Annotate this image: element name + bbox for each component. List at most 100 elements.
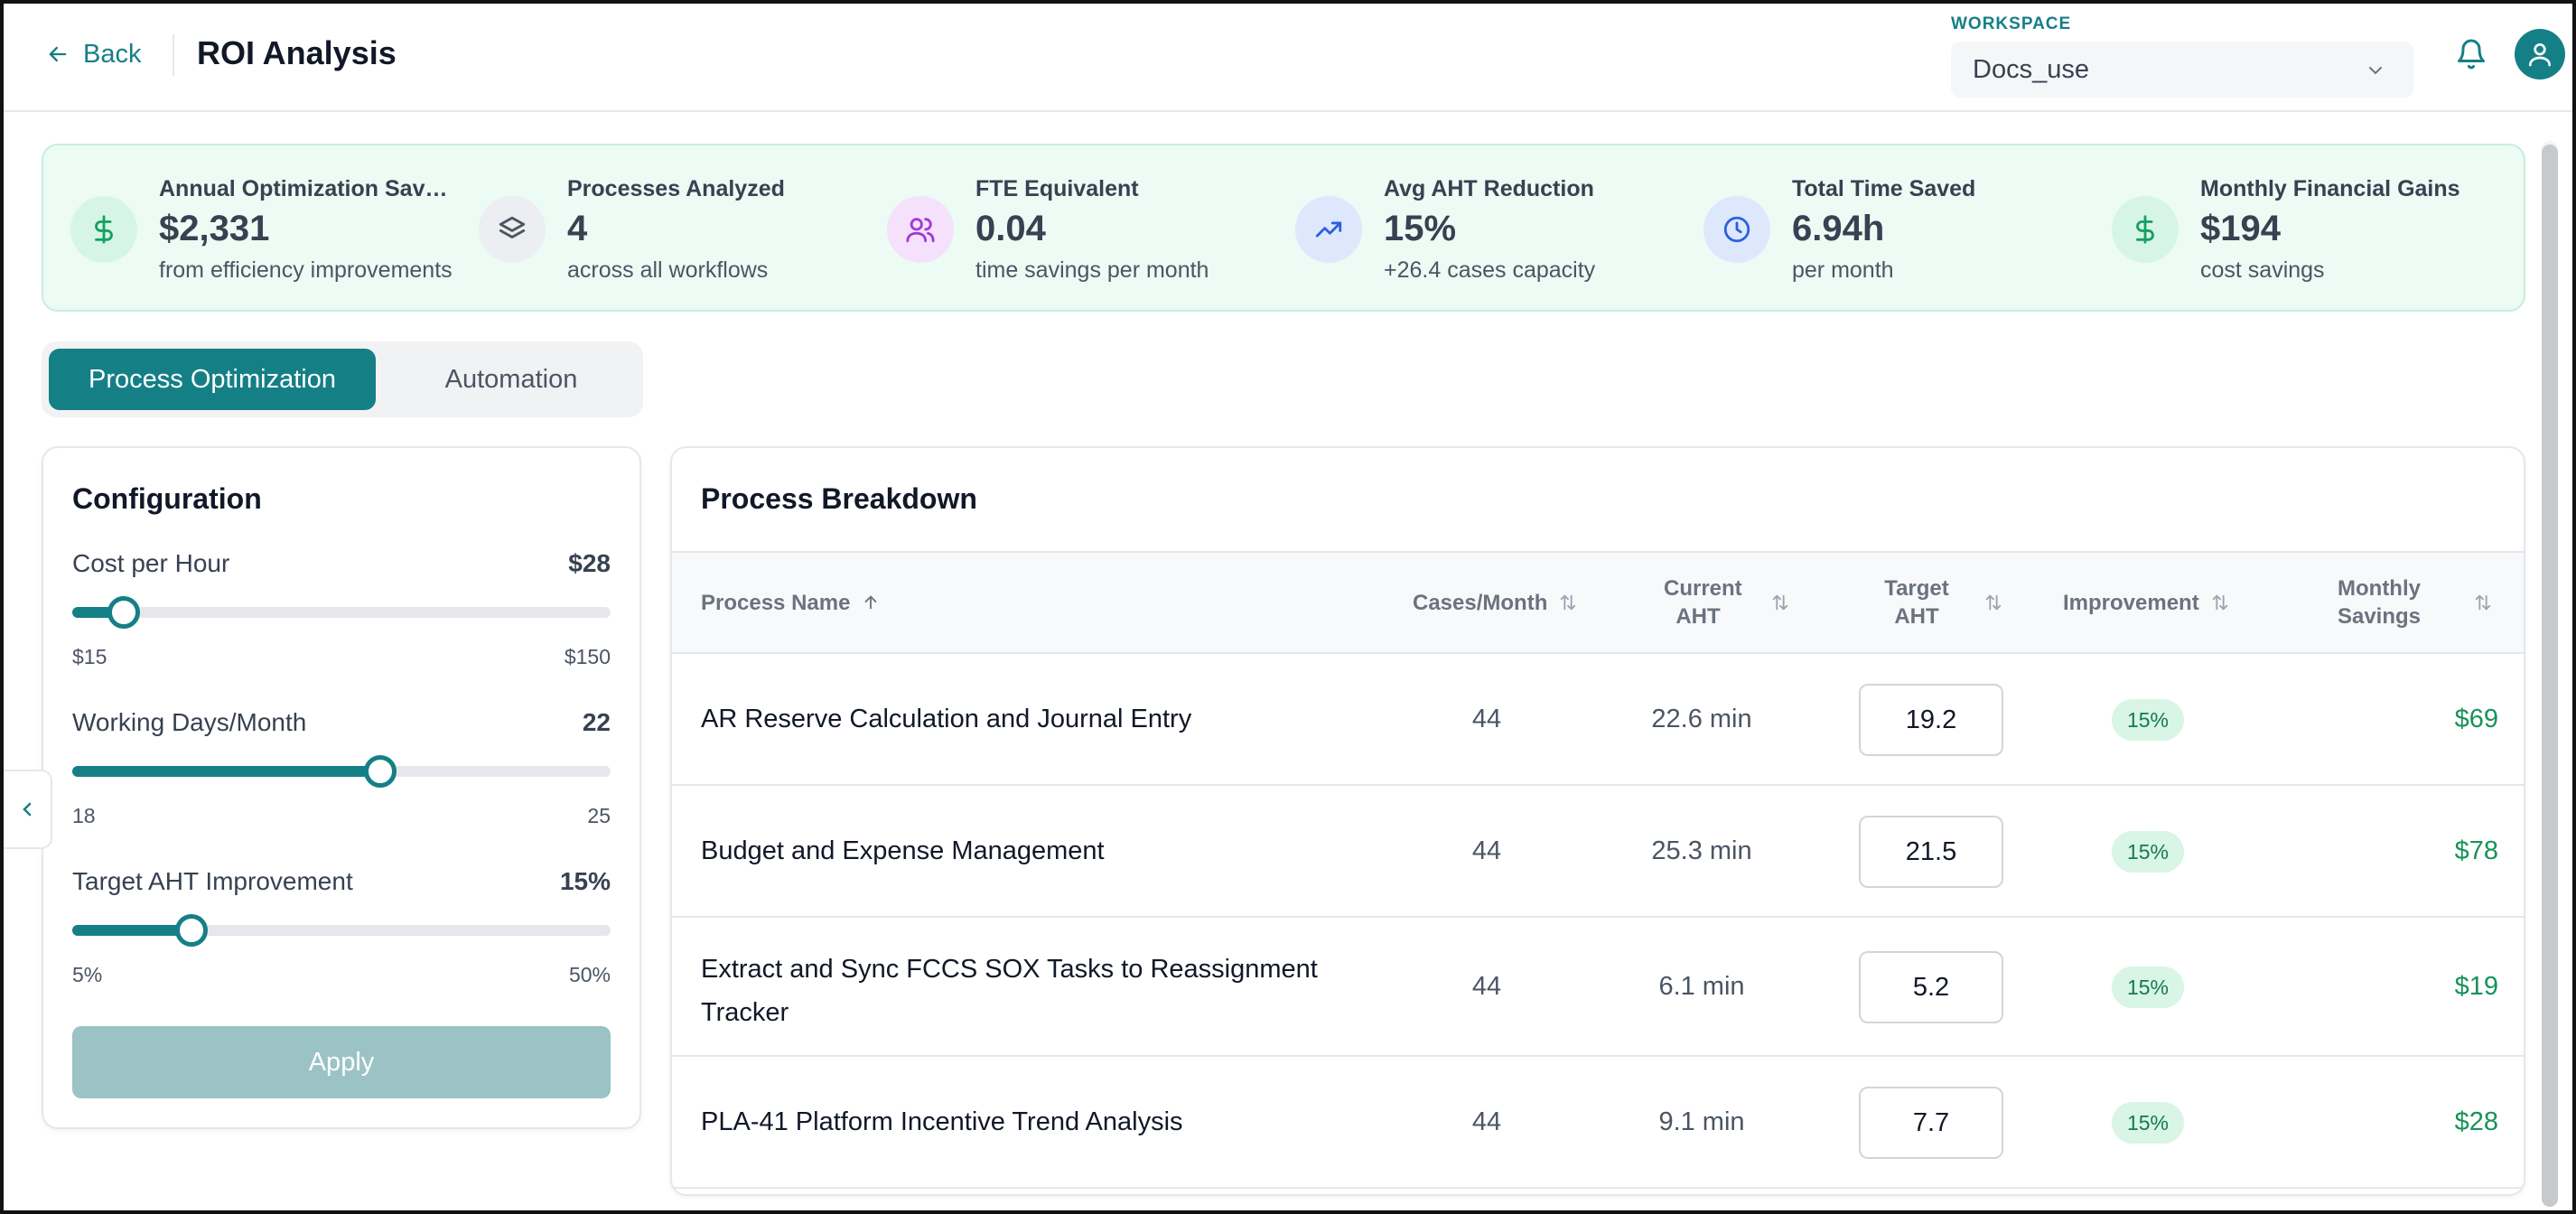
user-icon — [2529, 43, 2551, 67]
apply-button[interactable]: Apply — [72, 1026, 611, 1098]
breakdown-title: Process Breakdown — [701, 482, 977, 515]
column-improvement[interactable]: Improvement — [2063, 553, 2230, 652]
configuration-title: Configuration — [72, 482, 262, 515]
sort-icon — [1772, 594, 1788, 611]
cases-per-month: 44 — [1471, 836, 1502, 865]
tab-automation[interactable]: Automation — [444, 364, 578, 394]
workspace-label: WORKSPACE — [1951, 14, 2072, 33]
scrollbar-thumb[interactable] — [2542, 145, 2558, 1207]
slider-track[interactable] — [72, 596, 611, 629]
summary-value: 4 — [567, 209, 588, 248]
process-name: Budget and Expense Management — [701, 836, 1105, 865]
target-aht-input[interactable] — [1859, 684, 2003, 756]
table-row[interactable]: Budget and Expense Management 44 25.3 min 1… — [672, 786, 2524, 918]
slider-label: Cost per Hour — [72, 549, 230, 577]
workspace-select[interactable]: Docs_use — [1951, 42, 2413, 98]
improvement-badge: 15% — [2112, 699, 2184, 741]
avatar[interactable] — [2515, 29, 2565, 79]
current-aht: 9.1 min — [1658, 1107, 1745, 1136]
current-aht: 22.6 min — [1651, 705, 1752, 733]
improvement-badge: 15% — [2112, 967, 2184, 1008]
summary-label: Annual Optimization Savings — [159, 176, 448, 201]
slider-max-label: 25 — [587, 804, 611, 827]
trending-up-icon — [1315, 221, 1342, 238]
users-icon-badge — [887, 196, 954, 263]
mode-tabs: Process Optimization Automation — [42, 341, 643, 417]
slider-label: Working Days/Month — [72, 708, 307, 736]
current-aht: 25.3 min — [1651, 836, 1752, 865]
slider-value: $28 — [568, 549, 611, 577]
sort-ascending-icon — [865, 595, 877, 610]
table-row[interactable]: PLA-41 Platform Incentive Trend Analysis… — [672, 1057, 2524, 1189]
top-header: Back ROI Analysis WORKSPACE Docs_use — [4, 4, 2572, 112]
tab-process-optimization[interactable]: Process Optimization — [49, 349, 376, 410]
bell-icon[interactable] — [2455, 38, 2487, 70]
collapse-sidebar-button[interactable] — [4, 770, 52, 849]
users-icon — [906, 218, 935, 243]
summary-value: 6.94h — [1792, 209, 1885, 248]
clock-icon — [1723, 216, 1750, 243]
cases-per-month: 44 — [1471, 705, 1502, 733]
summary-subtext: cost savings — [2200, 257, 2325, 283]
process-name: Extract and Sync FCCS SOX Tasks to Reass… — [701, 955, 1318, 1027]
table-row[interactable]: Extract and Sync FCCS SOX Tasks to Reass… — [672, 918, 2524, 1057]
process-breakdown-panel: Process Breakdown Process Name Cases/Mon… — [670, 446, 2525, 1196]
summary-value: $194 — [2200, 209, 2281, 248]
summary-card: Avg AHT Reduction 15% +26.4 cases capacity — [1268, 145, 1666, 313]
slider-thumb[interactable] — [364, 755, 397, 788]
process-name: PLA-41 Platform Incentive Trend Analysis — [701, 1107, 1183, 1136]
summary-value: $2,331 — [159, 209, 270, 248]
slider-label: Target AHT Improvement — [72, 867, 353, 895]
column-current-aht[interactable]: Current AHT — [1664, 553, 1790, 652]
slider-value: 22 — [582, 708, 611, 736]
slider-max-label: $150 — [564, 645, 611, 668]
sort-icon — [1985, 594, 2002, 611]
dollar-icon — [95, 215, 113, 244]
slider-fill — [72, 766, 380, 777]
monthly-savings: $69 — [2454, 705, 2498, 733]
column-target-aht[interactable]: Target AHT — [1882, 553, 2003, 652]
summary-card: Monthly Financial Gains $194 cost savings — [2085, 145, 2482, 313]
summary-card: FTE Equivalent 0.04 time savings per month — [860, 145, 1257, 313]
chevron-down-icon — [2369, 67, 2382, 75]
back-label: Back — [83, 39, 142, 69]
cases-per-month: 44 — [1471, 1107, 1502, 1136]
summary-value: 0.04 — [975, 209, 1046, 248]
target-aht-input[interactable] — [1859, 1087, 2003, 1159]
sort-icon — [2475, 594, 2491, 611]
cases-per-month: 44 — [1471, 972, 1502, 1001]
back-button[interactable]: Back — [45, 36, 141, 72]
column-cases-month[interactable]: Cases/Month — [1413, 553, 1578, 652]
sort-icon — [1561, 594, 1576, 611]
summary-label: Processes Analyzed — [567, 176, 785, 201]
column-process-name[interactable]: Process Name — [701, 553, 881, 652]
summary-card: Total Time Saved 6.94h per month — [1676, 145, 2074, 313]
layers-icon-badge — [479, 196, 546, 263]
summary-subtext: time savings per month — [975, 257, 1209, 283]
table-row[interactable]: AR Reserve Calculation and Journal Entry… — [672, 654, 2524, 786]
slider-max-label: 50% — [568, 963, 611, 986]
monthly-savings: $28 — [2454, 1107, 2498, 1136]
arrow-left-icon — [49, 46, 67, 62]
slider-track[interactable] — [72, 755, 611, 788]
improvement-badge: 15% — [2112, 831, 2184, 873]
summary-label: FTE Equivalent — [975, 176, 1139, 201]
dollar-icon — [2136, 215, 2154, 244]
summary-subtext: across all workflows — [567, 257, 769, 283]
slider-fill — [72, 925, 191, 936]
monthly-savings: $19 — [2454, 972, 2498, 1001]
slider-min-label: $15 — [72, 645, 107, 668]
clock-icon-badge — [1703, 196, 1770, 263]
slider-thumb[interactable] — [107, 596, 140, 629]
summary-subtext: from efficiency improvements — [159, 257, 453, 283]
slider-thumb[interactable] — [175, 914, 208, 947]
process-name: AR Reserve Calculation and Journal Entry — [701, 705, 1192, 733]
column-monthly-savings[interactable]: Monthly Savings — [2332, 553, 2493, 652]
summary-label: Monthly Financial Gains — [2200, 176, 2460, 201]
slider-min-label: 5% — [72, 963, 103, 986]
summary-card: Annual Optimization Savings $2,331 from ef… — [43, 145, 453, 313]
layers-icon — [499, 216, 526, 238]
target-aht-input[interactable] — [1859, 816, 2003, 888]
slider-track[interactable] — [72, 914, 611, 947]
target-aht-input[interactable] — [1859, 951, 2003, 1023]
